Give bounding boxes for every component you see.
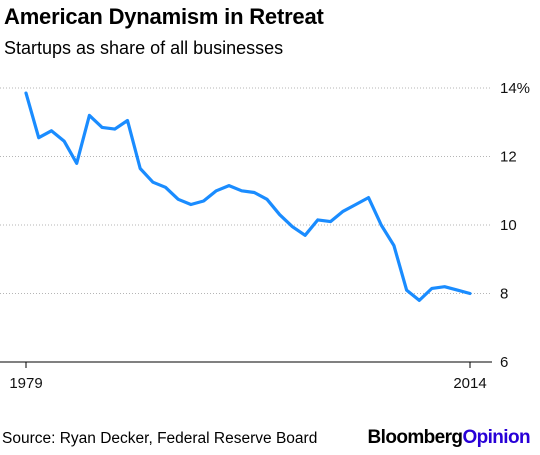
y-axis-tick-labels: 6 8 10 12 14% (500, 80, 530, 371)
chart-subtitle: Startups as share of all businesses (4, 38, 284, 58)
source-note: Source: Ryan Decker, Federal Reserve Boa… (2, 430, 318, 447)
x-axis-ticks: 1979 2014 (9, 362, 487, 392)
brand-accent: Opinion (462, 427, 530, 448)
grid-lines (0, 87, 492, 363)
series-line (24, 91, 472, 302)
chart-title: American Dynamism in Retreat (4, 4, 324, 29)
brand-logo: BloombergOpinion (367, 427, 531, 449)
x-tick-label: 1979 (9, 375, 42, 392)
y-tick-label: 14% (500, 80, 530, 97)
y-tick-label: 12 (500, 149, 517, 166)
y-tick-label: 10 (500, 217, 517, 234)
brand-main: Bloomberg (367, 427, 463, 448)
y-tick-label: 8 (500, 286, 508, 303)
y-tick-label: 6 (500, 354, 508, 371)
series-lines (24, 91, 472, 302)
x-tick-label: 2014 (453, 375, 486, 392)
